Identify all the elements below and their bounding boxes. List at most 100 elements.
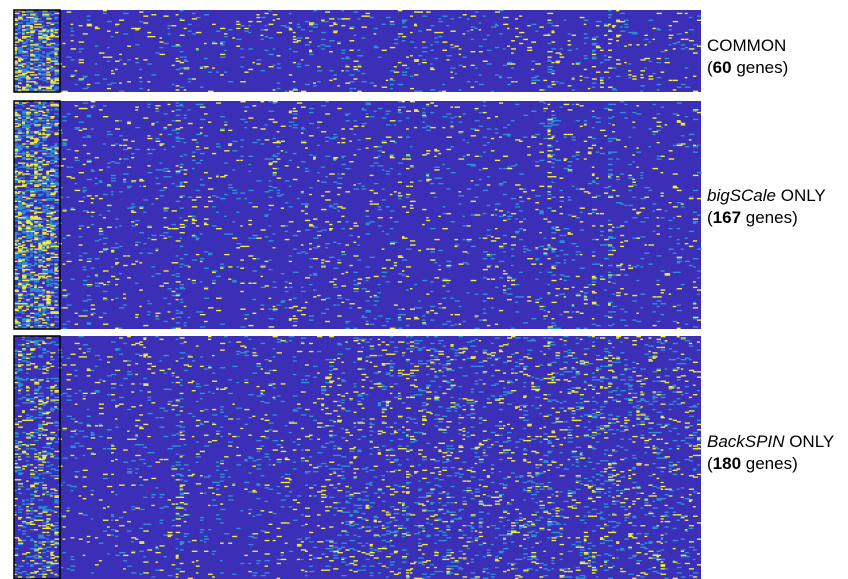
heatmap-cell [30,273,34,275]
heatmap-cell [42,41,47,43]
heatmap-cell [167,303,172,305]
heatmap-cell [401,352,406,354]
heatmap-cell [22,72,28,75]
heatmap-cell [54,18,58,20]
heatmap-cell [207,71,213,73]
heatmap-cell [272,161,278,163]
heatmap-cell [381,169,385,171]
heatmap-cell [486,63,492,65]
heatmap-cell [50,150,56,152]
heatmap-cell [604,192,609,194]
heatmap-cell [676,143,681,145]
heatmap-cell [426,180,430,182]
heatmap-cell [478,22,482,24]
heatmap-cell [668,34,674,36]
heatmap-cell [18,171,23,174]
heatmap-cell [54,46,58,49]
heatmap-cell [14,187,17,189]
heatmap-cell [86,322,92,324]
heatmap-cell [385,173,390,175]
heatmap-cell [171,120,177,122]
heatmap-cell [74,83,78,86]
heatmap-cell [163,113,168,115]
heatmap-cell [410,341,415,343]
heatmap-cell [18,15,24,17]
heatmap-cell [519,173,525,175]
heatmap-cell [18,229,22,231]
heatmap-cell [571,387,578,389]
heatmap-cell [426,129,432,132]
heatmap-cell [260,29,266,31]
heatmap-cell [405,136,411,138]
heatmap-cell [102,193,108,196]
heatmap-cell [608,274,614,276]
heatmap-cell [70,75,75,77]
heatmap-cell [321,312,326,314]
heatmap-cell [175,381,181,384]
heatmap-cell [498,102,504,104]
heatmap-cell [405,155,411,157]
heatmap-cell [587,192,591,194]
heatmap-cell [199,132,203,134]
heatmap-cell [14,137,19,140]
heatmap-cell [559,368,565,370]
heatmap-cell [62,289,67,291]
heatmap-cell [244,313,250,316]
heatmap-cell [583,297,587,299]
heatmap-cell [361,315,365,317]
heatmap-cell [18,82,22,84]
heatmap-cell [30,131,35,133]
heatmap-cell [260,266,266,268]
heatmap-cell [656,125,662,127]
heatmap-cell [195,16,201,19]
heatmap-cell [22,74,26,76]
heatmap-cell [78,315,83,317]
heatmap-cell [42,229,48,231]
heatmap-cell [410,363,414,365]
heatmap-cell [555,352,561,354]
heatmap-cell [652,117,657,119]
heatmap-cell [195,189,200,192]
heatmap-cell [119,353,124,355]
heatmap-cell [599,212,605,215]
heatmap-cell [50,211,57,213]
heatmap-cell [62,307,68,309]
heatmap-cell [410,384,416,386]
heatmap-cell [329,358,333,361]
heatmap-cell [458,53,462,56]
heatmap-cell [511,165,517,167]
heatmap-cell [78,61,84,64]
heatmap-cell [78,225,85,227]
heatmap-cell [438,264,441,267]
heatmap-cell [353,78,358,80]
heatmap-cell [539,210,544,212]
heatmap-cell [587,147,593,149]
heatmap-cell [535,259,539,261]
heatmap-cell [50,285,53,287]
heatmap-cell [94,74,100,76]
heatmap-cell [688,29,694,31]
heatmap-cell [26,44,30,46]
heatmap-cell [288,282,292,284]
heatmap-cell [18,206,24,208]
heatmap-cell [42,158,45,160]
heatmap-cell [648,350,651,353]
heatmap-cell [696,144,700,147]
heatmap-cell [183,369,188,372]
heatmap-cell [14,206,18,208]
heatmap-cell [22,180,26,182]
heatmap-cell [325,242,331,245]
heatmap-cell [300,244,304,246]
heatmap-cell [30,46,35,49]
heatmap-cell [353,255,359,257]
heatmap-cell [30,155,35,157]
heatmap-cell [470,340,475,342]
heatmap-cell [34,258,37,260]
heatmap-cell [515,365,520,368]
heatmap-cell [42,352,47,354]
heatmap-cell [46,350,50,353]
heatmap-cell [191,236,198,238]
heatmap-cell [490,214,495,216]
heatmap-cell [652,167,659,170]
heatmap-cell [240,25,245,27]
